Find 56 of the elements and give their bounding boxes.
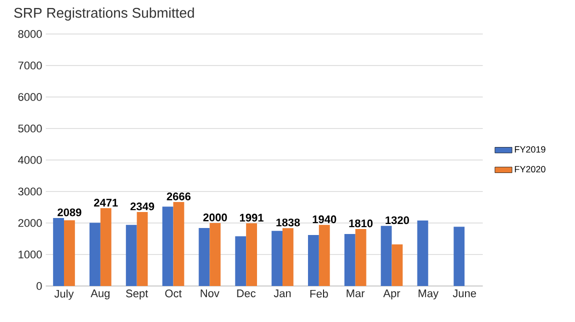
chart-title: SRP Registrations Submitted — [14, 8, 194, 21]
x-tick-label: Aug — [90, 290, 110, 300]
x-tick-label: May — [418, 290, 439, 300]
x-tick-label: Apr — [383, 290, 400, 300]
data-label: 1940 — [312, 215, 336, 224]
x-tick-label: Oct — [165, 290, 182, 298]
legend-label: FY2019 — [514, 146, 546, 153]
bar — [318, 224, 330, 286]
bar — [355, 228, 366, 286]
bar — [380, 226, 392, 286]
x-tick-label: June — [452, 290, 476, 298]
bar — [235, 236, 246, 286]
x-tick-label: Jan — [274, 290, 291, 298]
bar — [210, 223, 221, 286]
data-label: 2000 — [203, 214, 227, 222]
y-tick-label: 6000 — [18, 93, 42, 101]
bar — [198, 228, 210, 286]
bar — [89, 222, 100, 286]
bar — [53, 218, 64, 286]
bar — [392, 244, 403, 286]
x-tick-label: Dec — [237, 290, 256, 298]
data-label: 2471 — [94, 198, 118, 206]
bar — [272, 230, 283, 286]
y-tick-label: 4000 — [18, 156, 42, 164]
x-tick-label: July — [54, 290, 74, 300]
x-tick-label: Nov — [200, 290, 220, 298]
y-tick-label: 1000 — [18, 250, 42, 258]
y-tick-label: 8000 — [18, 30, 42, 38]
bar — [246, 223, 258, 286]
data-label: 1838 — [276, 218, 300, 226]
x-tick-label: Mar — [346, 290, 365, 298]
bar — [100, 208, 112, 286]
bar — [308, 234, 319, 286]
data-label: 2666 — [166, 192, 191, 200]
x-tick-label: Sept — [126, 290, 148, 300]
y-tick-label: 0 — [36, 282, 42, 290]
bar — [136, 212, 148, 286]
bar — [173, 202, 184, 286]
legend-label: FY2020 — [514, 166, 546, 172]
bar — [417, 220, 428, 286]
y-tick-label: 3000 — [18, 188, 42, 196]
data-label: 1810 — [349, 220, 373, 228]
data-label: 1991 — [240, 214, 264, 222]
bar — [454, 226, 465, 286]
bar — [64, 220, 75, 286]
y-tick-label: 7000 — [18, 62, 42, 70]
bar — [162, 206, 174, 286]
x-tick-label: Feb — [310, 290, 328, 298]
bar — [282, 228, 294, 286]
bar — [126, 224, 137, 286]
y-tick-label: 5000 — [18, 124, 42, 132]
y-tick-label: 2000 — [18, 219, 42, 227]
data-label: 2349 — [130, 202, 154, 210]
data-label: 1320 — [386, 216, 409, 224]
bar — [344, 234, 356, 286]
data-label: 2089 — [58, 208, 82, 216]
